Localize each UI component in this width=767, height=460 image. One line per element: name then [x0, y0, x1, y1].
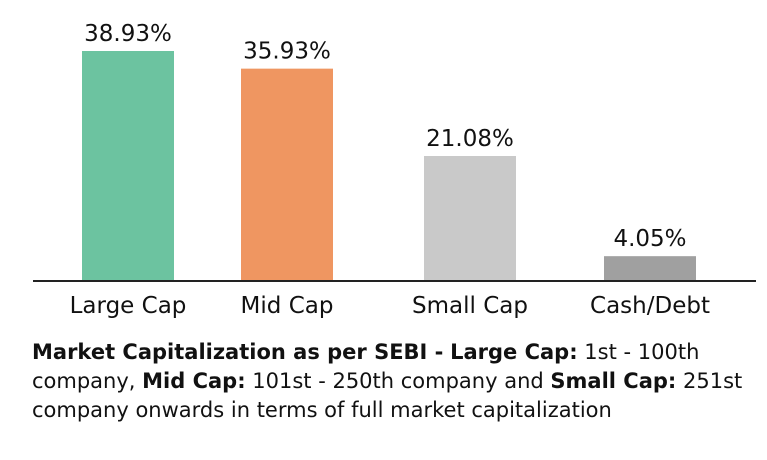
bar-small-cap: [424, 156, 516, 280]
note-small-cap-term: Small Cap:: [550, 369, 677, 393]
bar-cash-debt: [604, 256, 696, 280]
note-small-cap-text: 251st company onwards in terms of full m…: [32, 369, 743, 422]
value-label-mid-cap: 35.93%: [243, 39, 331, 65]
category-label-mid-cap: Mid Cap: [241, 293, 334, 319]
bar-large-cap: [82, 51, 174, 280]
value-label-cash-debt: 4.05%: [613, 226, 686, 252]
note-mid-cap-text: 101st - 250th company and: [245, 369, 551, 393]
market-cap-note: Market Capitalization as per SEBI - Larg…: [32, 338, 752, 425]
note-large-cap-text: 1st - 100th company,: [32, 340, 700, 393]
bar-mid-cap: [241, 68, 333, 280]
value-label-large-cap: 38.93%: [84, 21, 172, 47]
bar-chart: 38.93% Large Cap 35.93% Mid Cap 21.08% Small …: [33, 21, 756, 319]
category-label-small-cap: Small Cap: [412, 293, 528, 319]
note-mid-cap-term: Mid Cap:: [142, 369, 246, 393]
category-label-cash-debt: Cash/Debt: [590, 293, 710, 319]
value-label-small-cap: 21.08%: [426, 126, 514, 152]
note-heading: Market Capitalization as per SEBI -: [32, 340, 444, 364]
note-large-cap-term: Large Cap:: [450, 340, 578, 364]
category-label-large-cap: Large Cap: [70, 293, 187, 319]
